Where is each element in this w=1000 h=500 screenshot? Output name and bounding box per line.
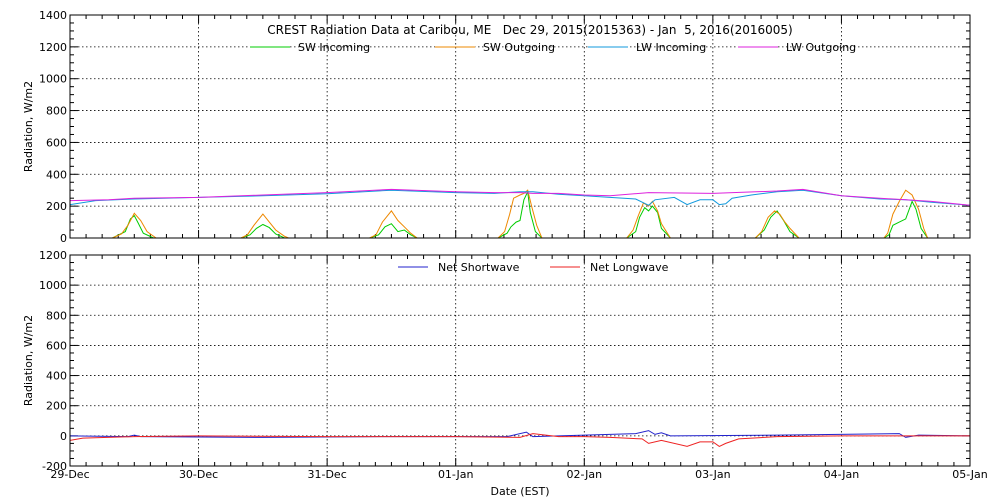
y-tick-label: 200 bbox=[46, 200, 67, 213]
y-tick-label: 1000 bbox=[39, 73, 67, 86]
y-tick-label: 1000 bbox=[39, 279, 67, 292]
x-tick-label: 29-Dec bbox=[50, 468, 89, 481]
lw-incoming-legend-label: LW Incoming bbox=[636, 41, 706, 54]
y-tick-label: 1200 bbox=[39, 41, 67, 54]
net-longwave-line bbox=[70, 433, 970, 447]
net-shortwave-legend-label: Net Shortwave bbox=[438, 261, 520, 274]
lw-outgoing-line bbox=[70, 188, 970, 206]
y-tick-label: 400 bbox=[46, 168, 67, 181]
plot-frame bbox=[69, 254, 971, 467]
sw-outgoing-line bbox=[70, 189, 970, 238]
y-tick-label: 800 bbox=[46, 309, 67, 322]
x-tick-label: 01-Jan bbox=[438, 468, 474, 481]
top-panel: 0 200 400 600 800 1000 1200 1400 Radiation, W/m2… bbox=[22, 9, 971, 245]
net-longwave-legend-label: Net Longwave bbox=[590, 261, 669, 274]
y-tick-label: 200 bbox=[46, 400, 67, 413]
y-tick-label: 800 bbox=[46, 105, 67, 118]
y-tick-label: 400 bbox=[46, 370, 67, 383]
y-tick-label: 0 bbox=[60, 430, 67, 443]
x-tick-label: 04-Jan bbox=[824, 468, 860, 481]
x-tick-label: 02-Jan bbox=[567, 468, 603, 481]
y-tick-label: 1200 bbox=[39, 249, 67, 262]
chart-title: CREST Radiation Data at Caribou, ME Dec … bbox=[267, 23, 792, 37]
sw-outgoing-legend-label: SW Outgoing bbox=[483, 41, 555, 54]
y-tick-label: 0 bbox=[60, 232, 67, 245]
y-tick-label: 600 bbox=[46, 136, 67, 149]
x-tick-label: 05-Jan bbox=[952, 468, 988, 481]
sw-incoming-legend-label: SW Incoming bbox=[298, 41, 370, 54]
y-tick-label: 1400 bbox=[39, 9, 67, 22]
x-tick-label: 31-Dec bbox=[308, 468, 347, 481]
x-tick-label: 03-Jan bbox=[695, 468, 731, 481]
bottom-panel: -200 0 200 400 600 800 1000 1200 29-Dec 30-Dec 31-… bbox=[22, 249, 988, 498]
y-tick-label: -200 bbox=[42, 460, 67, 473]
x-tick-label: 30-Dec bbox=[179, 468, 218, 481]
y-axis-label: Radiation, W/m2 bbox=[22, 315, 35, 406]
plot-frame bbox=[69, 14, 971, 239]
y-axis-label: Radiation, W/m2 bbox=[22, 81, 35, 172]
x-axis-label: Date (EST) bbox=[490, 485, 549, 498]
y-tick-label: 600 bbox=[46, 339, 67, 352]
lw-incoming-line bbox=[70, 189, 970, 206]
lw-outgoing-legend-label: LW Outgoing bbox=[786, 41, 856, 54]
sw-incoming-line bbox=[70, 190, 970, 238]
